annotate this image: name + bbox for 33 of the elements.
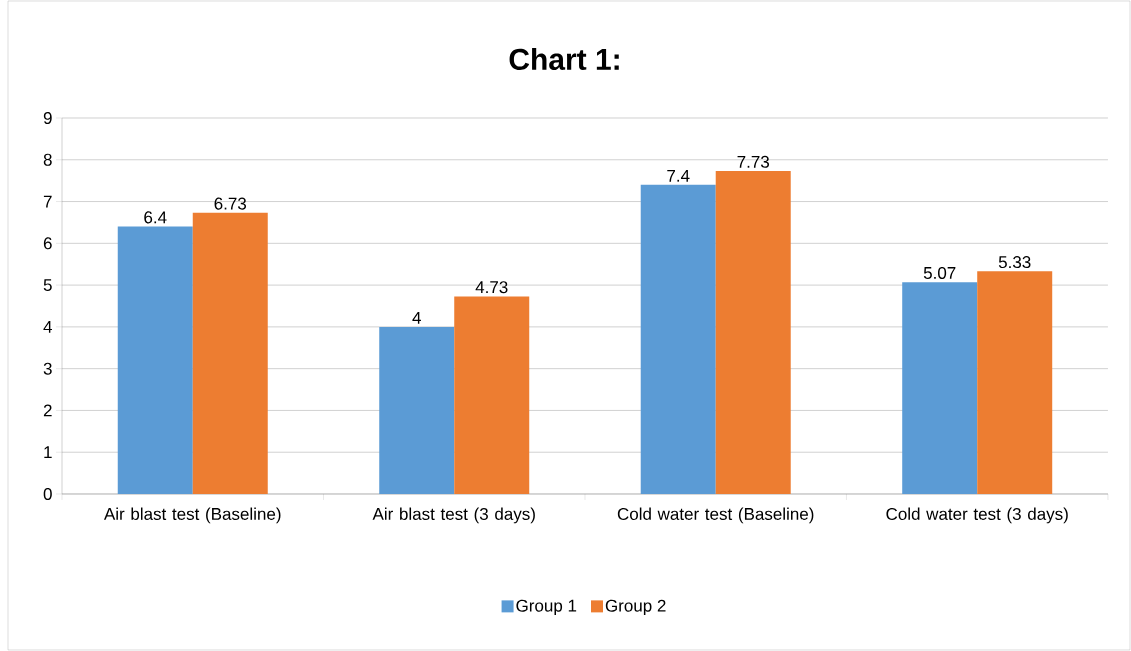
- bar: [715, 171, 791, 494]
- legend-label: Group 2: [605, 599, 666, 616]
- y-tick-label: 0: [43, 487, 52, 501]
- bar: [902, 282, 978, 494]
- legend-label: Group 1: [516, 599, 577, 616]
- y-tick-label: 9: [43, 111, 52, 125]
- x-tick-label: Air blast test (3 days): [372, 507, 535, 524]
- bar: [977, 271, 1053, 494]
- y-tick-label: 2: [43, 404, 52, 417]
- y-tick-label: 6: [43, 237, 52, 250]
- y-tick-label: 5: [43, 279, 52, 292]
- x-tick-label: Air blast test (Baseline): [103, 507, 281, 524]
- data-label: 4.73: [475, 281, 508, 294]
- y-tick-label: 3: [43, 362, 52, 375]
- data-label: 4: [412, 311, 421, 324]
- y-tick-label: 7: [43, 195, 52, 208]
- bar: [192, 212, 268, 494]
- bar: [640, 184, 716, 494]
- data-label: 6.73: [214, 197, 247, 210]
- bar: [454, 296, 530, 494]
- data-label: 7.4: [667, 169, 690, 182]
- bar: [117, 226, 193, 494]
- x-tick-label: Cold water test (Baseline): [617, 507, 814, 524]
- x-tick-label: Cold water test (3 days): [886, 507, 1068, 524]
- bar: [379, 326, 455, 494]
- y-tick-label: 8: [43, 153, 52, 166]
- data-label: 7.73: [737, 155, 770, 168]
- data-label: 5.33: [998, 256, 1031, 269]
- y-tick-label: 1: [44, 446, 52, 459]
- data-label: 6.4: [144, 211, 167, 224]
- chart-title: Chart 1:: [509, 47, 619, 71]
- data-label: 5.07: [923, 266, 956, 279]
- y-tick-label: 4: [43, 321, 52, 333]
